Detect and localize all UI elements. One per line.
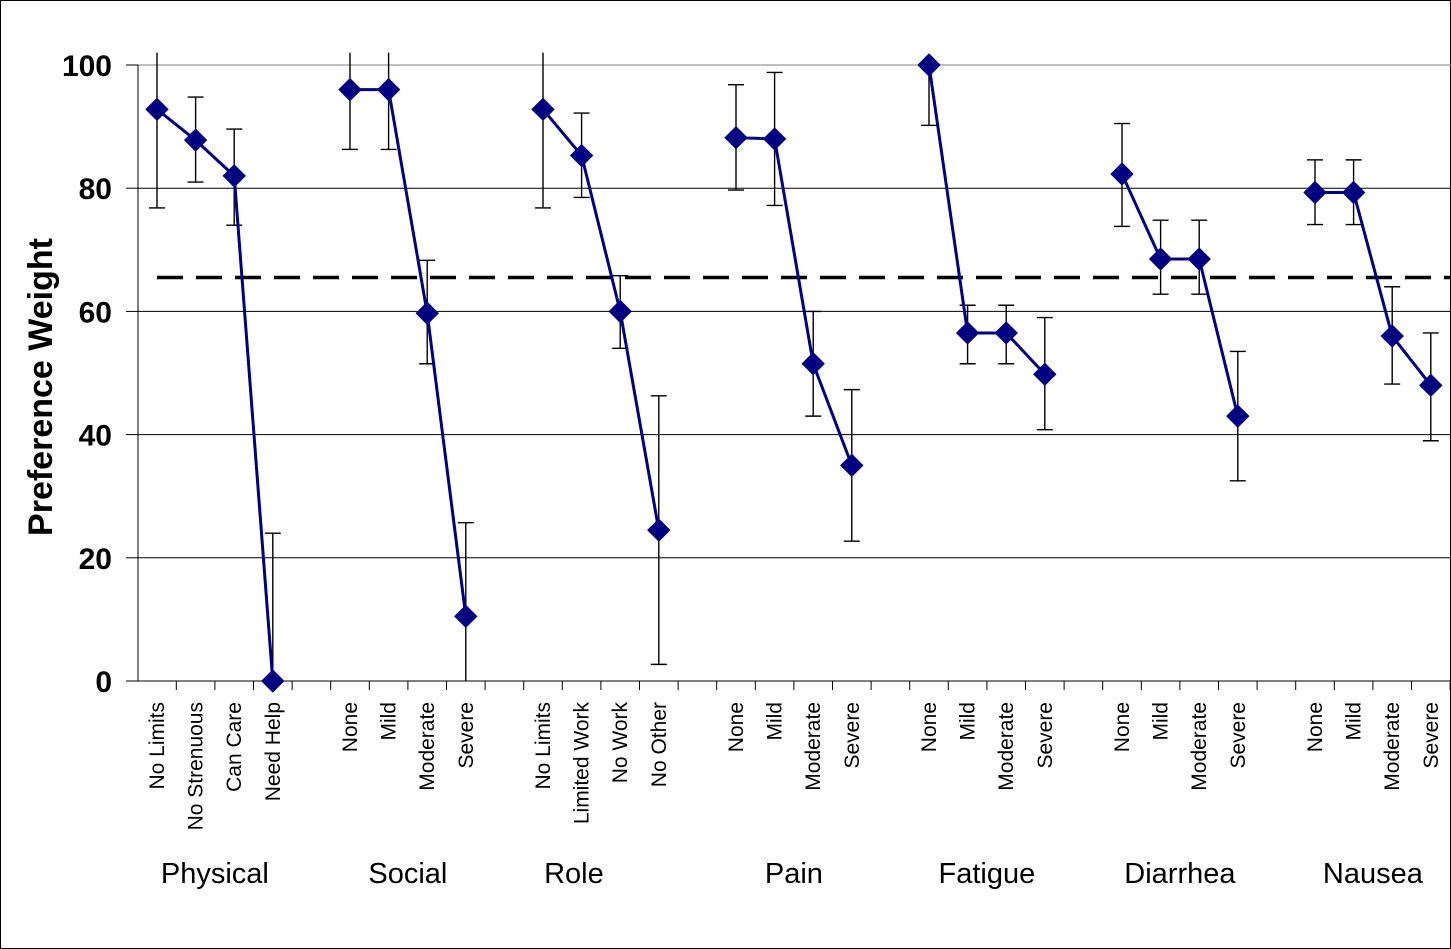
series-line-nausea	[1315, 191, 1432, 387]
data-point	[724, 125, 748, 150]
x-tick-label: Can Care	[223, 702, 246, 792]
x-tick-label: No Strenuous	[185, 702, 208, 830]
error-bars	[149, 52, 1439, 681]
x-tick-label: Need Help	[262, 702, 285, 801]
group-label: Role	[544, 858, 604, 890]
labels: Preference Weight No Limits No Strenuous C…	[22, 238, 1443, 890]
y-tick-label: 100	[62, 50, 112, 83]
group-label: Physical	[161, 858, 269, 890]
x-tick-label: Mild	[1150, 702, 1173, 741]
y-tick-label: 40	[79, 420, 112, 453]
data-point	[145, 97, 169, 122]
y-tick-label: 20	[79, 543, 112, 576]
data-point	[531, 97, 555, 122]
group-label: Pain	[765, 858, 823, 890]
x-tick-label: Severe	[1034, 702, 1057, 769]
data-point	[1341, 180, 1366, 205]
data-point	[1419, 373, 1443, 398]
data-point	[415, 301, 439, 325]
series-line-social	[350, 88, 468, 617]
x-tick-label: No Work	[609, 702, 632, 784]
y-tick-label: 60	[79, 296, 112, 329]
x-tick-label: No Limits	[146, 702, 169, 790]
data-point	[183, 128, 208, 152]
series-lines	[156, 64, 1432, 682]
data-point	[801, 352, 825, 376]
x-tick-label: None	[725, 702, 748, 752]
group-label: Social	[368, 858, 447, 890]
x-tick-label: No Limits	[532, 702, 555, 790]
x-tick-label: Mild	[764, 702, 787, 741]
x-tick-label: Severe	[841, 702, 864, 769]
data-markers	[145, 53, 1443, 693]
series-line-fatigue	[927, 64, 1046, 376]
data-point	[762, 127, 787, 151]
data-point	[1303, 180, 1327, 205]
data-point	[608, 299, 632, 324]
x-tick-label: Moderate	[416, 702, 439, 791]
x-tick-label: No Other	[648, 702, 671, 787]
x-tick-label: None	[918, 702, 941, 752]
x-tick-label: Severe	[1420, 702, 1443, 769]
x-tick-label: Severe	[1227, 702, 1250, 769]
data-point	[569, 143, 594, 168]
gridlines	[138, 64, 1451, 559]
x-tick-label: Mild	[957, 702, 980, 741]
x-tick-label: None	[1304, 702, 1327, 752]
x-tick-label: Mild	[1343, 702, 1366, 741]
x-tick-label: Limited Work	[571, 702, 594, 825]
x-tick-label: None	[339, 702, 362, 752]
data-point	[338, 77, 362, 102]
data-point	[917, 53, 941, 77]
y-tick-label: 80	[79, 173, 112, 206]
x-tick-label: None	[1111, 702, 1134, 752]
data-point	[647, 518, 671, 542]
group-label: Diarrhea	[1124, 858, 1236, 890]
group-label: Nausea	[1323, 858, 1424, 890]
series-line-diarrhea	[1120, 173, 1240, 417]
series-line-physical	[156, 108, 275, 682]
x-tick-label: Mild	[378, 702, 401, 741]
data-point	[1110, 162, 1134, 186]
x-tick-label: Moderate	[1381, 702, 1404, 791]
y-tick-label: 0	[95, 666, 112, 699]
x-tick-label: Moderate	[802, 702, 825, 791]
x-tick-label: Moderate	[995, 702, 1018, 791]
axes: 0 20 40 60 80 100	[62, 50, 1451, 699]
data-point	[261, 669, 285, 693]
data-point	[222, 164, 246, 188]
data-point	[955, 321, 980, 345]
data-point	[1187, 247, 1211, 271]
data-point	[454, 604, 478, 629]
data-point	[840, 453, 864, 478]
data-point	[1380, 324, 1404, 348]
series-line-role	[541, 108, 661, 531]
y-axis-label: Preference Weight	[22, 238, 60, 536]
x-tick-label: Severe	[455, 702, 478, 769]
data-point	[1033, 362, 1057, 386]
data-point	[376, 77, 401, 102]
x-tick-label: Moderate	[1188, 702, 1211, 791]
series-line-pain	[735, 136, 854, 466]
group-label: Fatigue	[939, 858, 1036, 890]
data-point	[1226, 404, 1250, 428]
data-point	[1148, 247, 1173, 271]
data-point	[994, 321, 1018, 345]
